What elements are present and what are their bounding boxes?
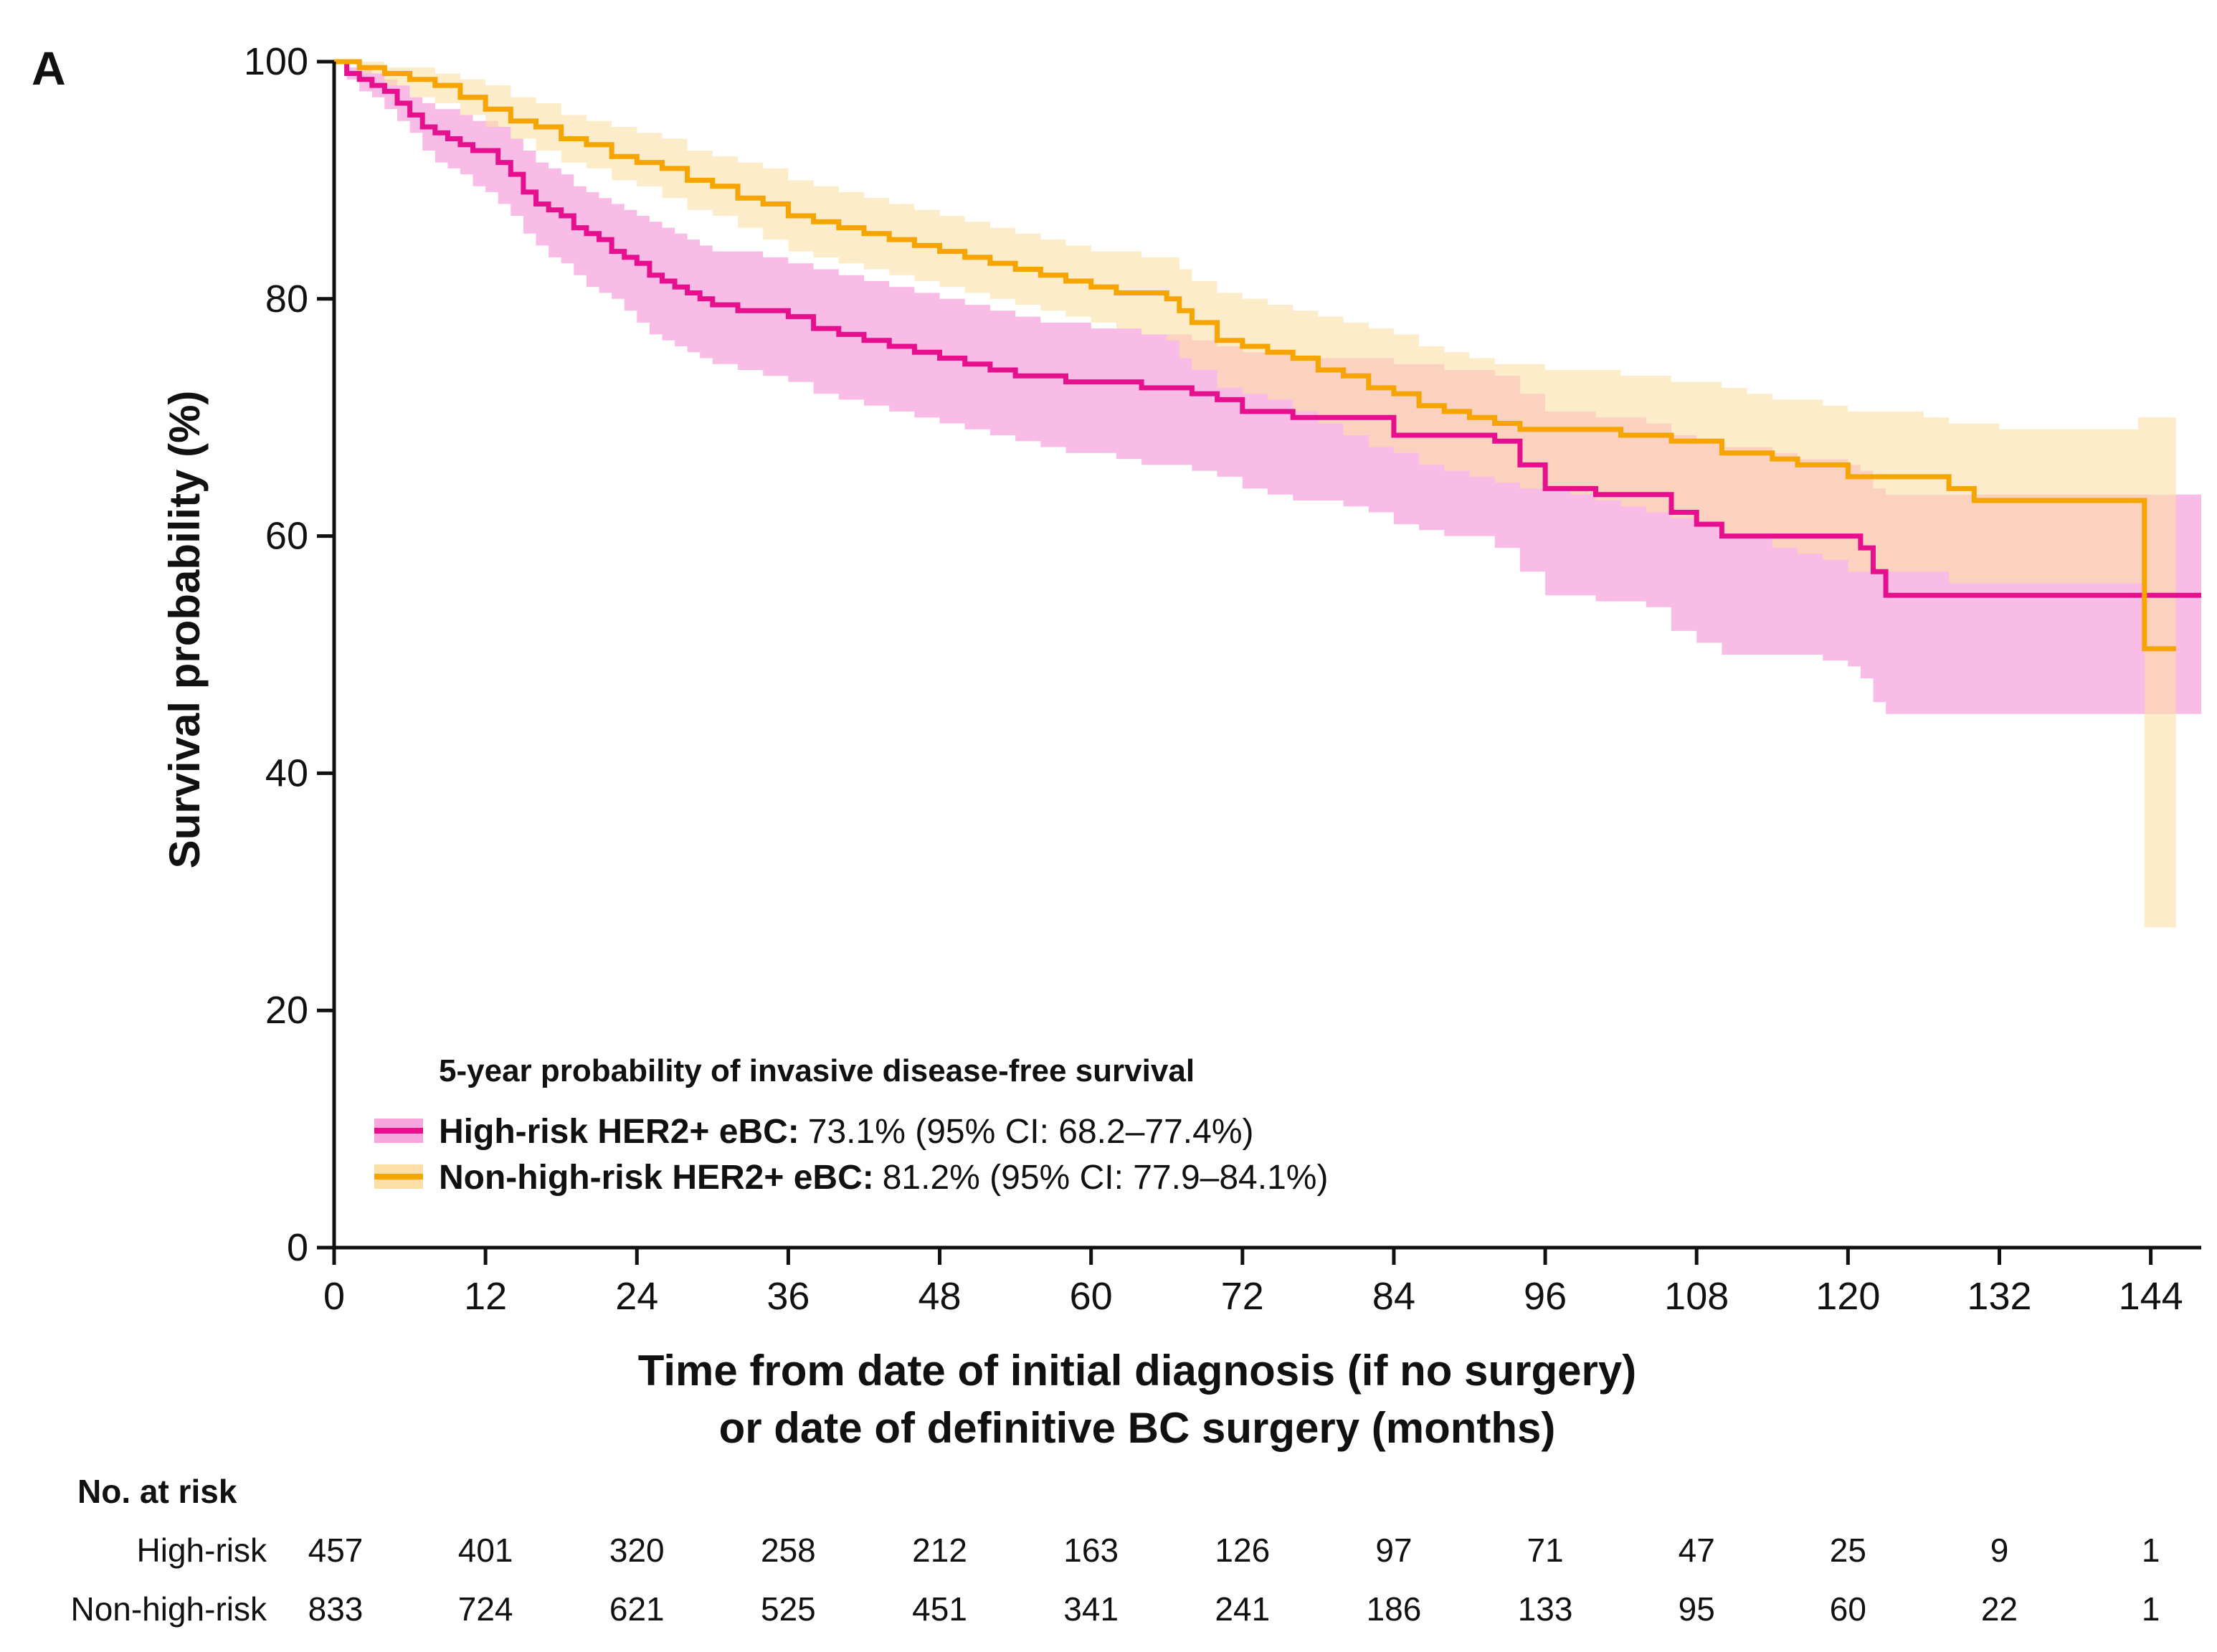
risk-value: 71 bbox=[1527, 1532, 1563, 1569]
legend-entry-non-high-risk: Non-high-risk HER2+ eBC: 81.2% (95% CI: 7… bbox=[439, 1159, 1328, 1197]
x-tick-label: 0 bbox=[323, 1275, 345, 1318]
risk-value: 186 bbox=[1367, 1590, 1422, 1628]
risk-value: 451 bbox=[912, 1590, 967, 1628]
risk-row-label-non-high-risk: Non-high-risk bbox=[70, 1590, 267, 1628]
y-axis-ticks: 0 20 40 60 80 100 bbox=[244, 40, 334, 1269]
risk-value: 60 bbox=[1830, 1590, 1866, 1628]
panel-label: A bbox=[32, 42, 66, 95]
x-axis-title-line-1: Time from date of initial diagnosis (if … bbox=[638, 1347, 1636, 1395]
risk-row-label-high-risk: High-risk bbox=[137, 1532, 267, 1569]
y-tick-label: 80 bbox=[265, 277, 308, 321]
legend-detail-high-risk: 73.1% (95% CI: 68.2–77.4%) bbox=[808, 1113, 1254, 1151]
risk-value: 1 bbox=[2142, 1590, 2160, 1628]
confidence-bands bbox=[334, 62, 2201, 928]
risk-value: 95 bbox=[1679, 1590, 1715, 1628]
x-tick-label: 60 bbox=[1070, 1275, 1113, 1318]
x-tick-label: 96 bbox=[1524, 1275, 1567, 1318]
legend-detail-non-high-risk: 81.2% (95% CI: 77.9–84.1%) bbox=[883, 1159, 1329, 1197]
risk-value: 9 bbox=[1990, 1532, 2009, 1569]
ci-band-non-high-risk bbox=[334, 62, 2176, 928]
risk-table-values: 457 401 320 258 212 163 126 97 71 47 25 9 1 833 724 621… bbox=[308, 1532, 2160, 1628]
risk-value: 525 bbox=[761, 1590, 816, 1628]
legend-entry-high-risk: High-risk HER2+ eBC: 73.1% (95% CI: 68.2–… bbox=[439, 1113, 1253, 1151]
survival-curve-high-risk bbox=[334, 59, 2201, 598]
x-axis-ticks: 0 12 24 36 48 60 72 84 96 108 120 132 144 bbox=[323, 1248, 2183, 1318]
risk-value: 22 bbox=[1981, 1590, 2018, 1628]
risk-value: 457 bbox=[308, 1532, 364, 1569]
x-tick-label: 36 bbox=[766, 1275, 810, 1318]
x-tick-label: 120 bbox=[1815, 1275, 1880, 1318]
risk-value: 163 bbox=[1063, 1532, 1119, 1569]
risk-value: 1 bbox=[2142, 1532, 2160, 1569]
y-tick-label: 20 bbox=[265, 989, 308, 1032]
y-tick-label: 40 bbox=[265, 751, 308, 794]
x-tick-label: 108 bbox=[1664, 1275, 1729, 1318]
x-tick-label: 84 bbox=[1372, 1275, 1415, 1318]
legend-label-non-high-risk: Non-high-risk HER2+ eBC: bbox=[439, 1159, 874, 1197]
risk-value: 621 bbox=[609, 1590, 665, 1628]
x-tick-label: 132 bbox=[1967, 1275, 2031, 1318]
risk-table: No. at risk High-risk Non-high-risk 457 4… bbox=[70, 1473, 2160, 1628]
risk-value: 341 bbox=[1063, 1590, 1119, 1628]
risk-value: 25 bbox=[1830, 1532, 1866, 1569]
x-tick-label: 144 bbox=[2119, 1275, 2183, 1318]
risk-table-title: No. at risk bbox=[77, 1473, 237, 1510]
y-tick-label: 60 bbox=[265, 515, 308, 558]
legend: 5-year probability of invasive disease-f… bbox=[374, 1053, 1328, 1197]
y-tick-label: 0 bbox=[287, 1226, 308, 1269]
x-axis-title-line-2: or date of definitive BC surgery (months… bbox=[719, 1404, 1556, 1452]
risk-value: 212 bbox=[912, 1532, 967, 1569]
y-tick-label: 100 bbox=[244, 40, 308, 83]
survival-curves bbox=[334, 59, 2201, 652]
risk-value: 401 bbox=[458, 1532, 513, 1569]
x-tick-label: 72 bbox=[1221, 1275, 1264, 1318]
risk-value: 258 bbox=[761, 1532, 816, 1569]
risk-value: 724 bbox=[458, 1590, 513, 1628]
legend-title: 5-year probability of invasive disease-f… bbox=[439, 1053, 1195, 1088]
legend-label-high-risk: High-risk HER2+ eBC: bbox=[439, 1113, 799, 1151]
x-tick-label: 24 bbox=[615, 1275, 658, 1318]
risk-value: 833 bbox=[308, 1590, 364, 1628]
risk-value: 241 bbox=[1215, 1590, 1270, 1628]
x-tick-label: 48 bbox=[918, 1275, 962, 1318]
risk-value: 133 bbox=[1518, 1590, 1573, 1628]
risk-value: 47 bbox=[1679, 1532, 1715, 1569]
x-tick-label: 12 bbox=[464, 1275, 507, 1318]
risk-value: 320 bbox=[609, 1532, 665, 1569]
risk-value: 97 bbox=[1375, 1532, 1412, 1569]
risk-value: 126 bbox=[1215, 1532, 1270, 1569]
survival-curve-non-high-risk bbox=[334, 59, 2176, 652]
y-axis-title: Survival probability (%) bbox=[161, 391, 209, 869]
